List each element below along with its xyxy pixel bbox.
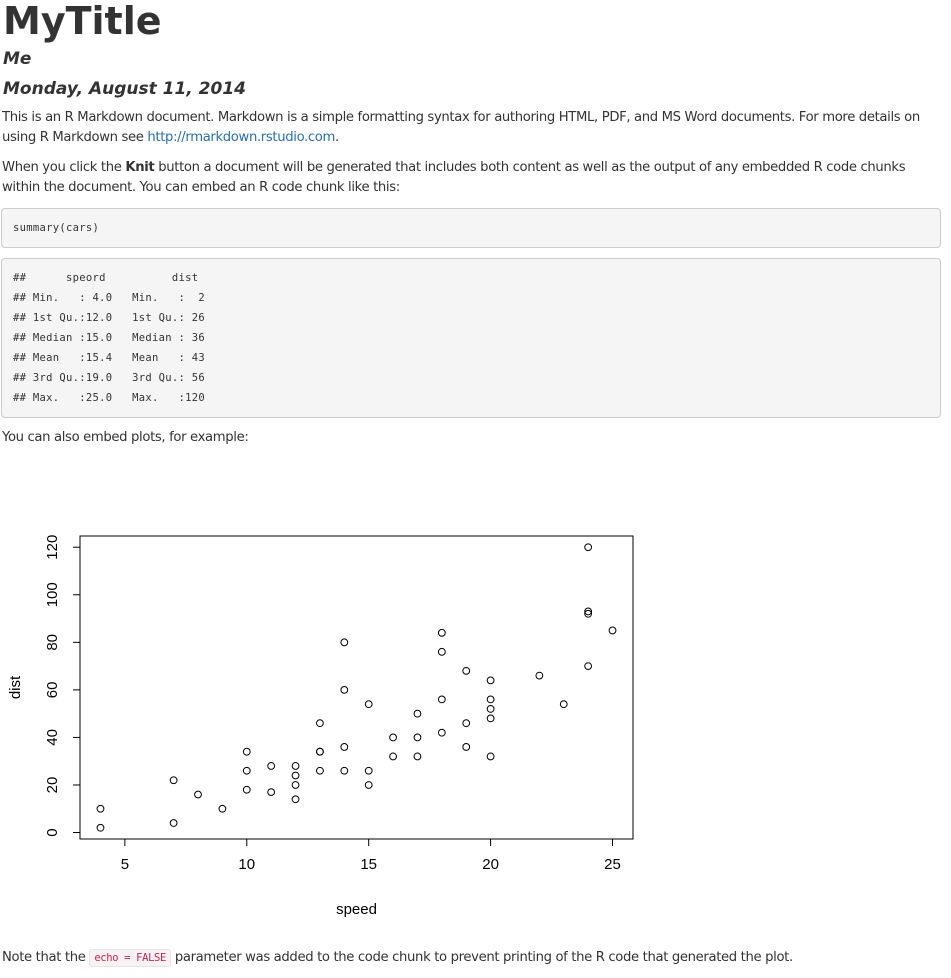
data-point	[291, 771, 300, 780]
data-point	[291, 781, 300, 789]
rmarkdown-link[interactable]: http://rmarkdown.rstudio.com	[147, 130, 336, 145]
plots-paragraph: You can also embed plots, for example:	[2, 430, 249, 445]
data-point	[413, 733, 422, 742]
data-point	[437, 695, 446, 704]
document-date: Monday, August 11, 2014	[3, 79, 246, 99]
y-tick-label: 20	[44, 777, 61, 794]
y-tick-label: 40	[44, 729, 61, 746]
y-tick-label: 60	[44, 682, 61, 699]
data-point	[389, 733, 397, 742]
data-point	[462, 743, 471, 751]
data-point	[389, 752, 397, 761]
code-output-block: ## speord dist ## Min. : 4.0 Min. : 2 ##…	[1, 258, 941, 418]
data-point	[340, 685, 349, 694]
data-point	[169, 819, 178, 827]
data-points	[96, 543, 617, 832]
data-point	[413, 709, 422, 718]
data-point	[340, 743, 349, 751]
data-point	[535, 671, 544, 680]
data-point	[584, 607, 593, 616]
data-point	[267, 762, 276, 770]
code-input-line: summary(cars)	[13, 222, 100, 234]
intro-text-end: .	[335, 130, 339, 145]
data-point	[486, 752, 495, 761]
document-title: MyTitle	[3, 0, 162, 43]
output-line: ## Mean :15.4 Mean : 43	[13, 352, 219, 364]
x-tick-label: 25	[604, 856, 621, 873]
plot-frame	[79, 535, 634, 840]
knit-paragraph: When you click the Knit button a documen…	[2, 158, 944, 198]
output-line: ## 3rd Qu.:19.0 3rd Qu.: 56	[13, 372, 219, 384]
x-tick-label: 20	[482, 856, 499, 873]
data-point	[364, 700, 373, 709]
knit-text-after: button a document will be generated that…	[2, 160, 906, 195]
document-author: Me	[3, 49, 32, 69]
note-paragraph: Note that the echo = FALSE parameter was…	[2, 948, 944, 968]
data-point	[462, 719, 471, 728]
scatter-plot: 5 10 15 20 25 0 20 40 60 80 100 120 speed dist	[7, 535, 634, 918]
data-point	[242, 766, 251, 775]
output-line: ## Max. :25.0 Max. :120	[13, 392, 219, 404]
data-point	[608, 626, 617, 635]
y-tick-label: 0	[44, 828, 61, 836]
data-point	[486, 704, 495, 713]
data-point	[169, 776, 178, 785]
data-point	[584, 609, 593, 618]
data-point	[462, 666, 471, 675]
data-point	[584, 543, 593, 552]
y-tick-label: 120	[44, 535, 61, 560]
data-point	[340, 638, 349, 647]
x-axis: 5 10 15 20 25	[121, 838, 621, 873]
x-tick-label: 15	[360, 856, 377, 873]
intro-paragraph: This is an R Markdown document. Markdown…	[2, 108, 944, 148]
data-point	[437, 647, 446, 656]
data-point	[242, 747, 251, 756]
note-text-before: Note that the	[2, 950, 90, 965]
output-line: ## speord dist	[13, 272, 245, 284]
data-point	[96, 804, 105, 813]
output-line: ## 1st Qu.:12.0 1st Qu.: 26	[13, 312, 219, 324]
data-point	[584, 662, 593, 671]
inline-code-echo: echo = FALSE	[89, 949, 171, 967]
data-point	[267, 788, 276, 797]
data-point	[316, 766, 324, 775]
code-input-block: summary(cars)	[1, 208, 941, 248]
note-text-after: parameter was added to the code chunk to…	[171, 950, 793, 965]
data-point	[194, 790, 202, 799]
data-point	[316, 719, 324, 728]
x-tick-label: 5	[121, 856, 129, 873]
y-tick-label: 100	[44, 582, 61, 607]
data-point	[486, 676, 495, 685]
y-axis-label: dist	[7, 675, 24, 699]
data-point	[486, 714, 495, 723]
x-axis-label: speed	[336, 901, 377, 918]
data-point	[413, 752, 422, 761]
data-point	[486, 695, 495, 704]
y-tick-label: 80	[44, 634, 61, 651]
data-point	[316, 747, 324, 756]
y-axis: 0 20 40 60 80 100 120	[44, 535, 81, 837]
data-point	[218, 804, 227, 813]
knit-text-before: When you click the	[2, 160, 126, 175]
data-point	[291, 795, 300, 804]
data-point	[559, 700, 568, 709]
data-point	[96, 823, 105, 832]
data-point	[242, 785, 251, 794]
x-tick-label: 10	[238, 856, 255, 873]
data-point	[340, 766, 349, 775]
data-point	[364, 766, 373, 775]
intro-text: This is an R Markdown document. Markdown…	[2, 110, 920, 145]
data-point	[291, 762, 300, 770]
data-point	[437, 628, 446, 637]
output-line: ## Median :15.0 Median : 36	[13, 332, 219, 344]
output-line: ## Min. : 4.0 Min. : 2	[13, 292, 219, 304]
data-point	[437, 728, 446, 737]
data-point	[364, 781, 373, 789]
knit-bold-text: Knit	[125, 160, 155, 175]
